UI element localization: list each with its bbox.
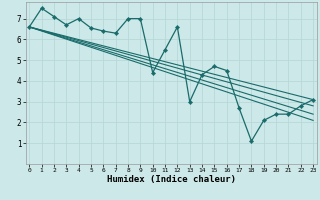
X-axis label: Humidex (Indice chaleur): Humidex (Indice chaleur) [107, 175, 236, 184]
